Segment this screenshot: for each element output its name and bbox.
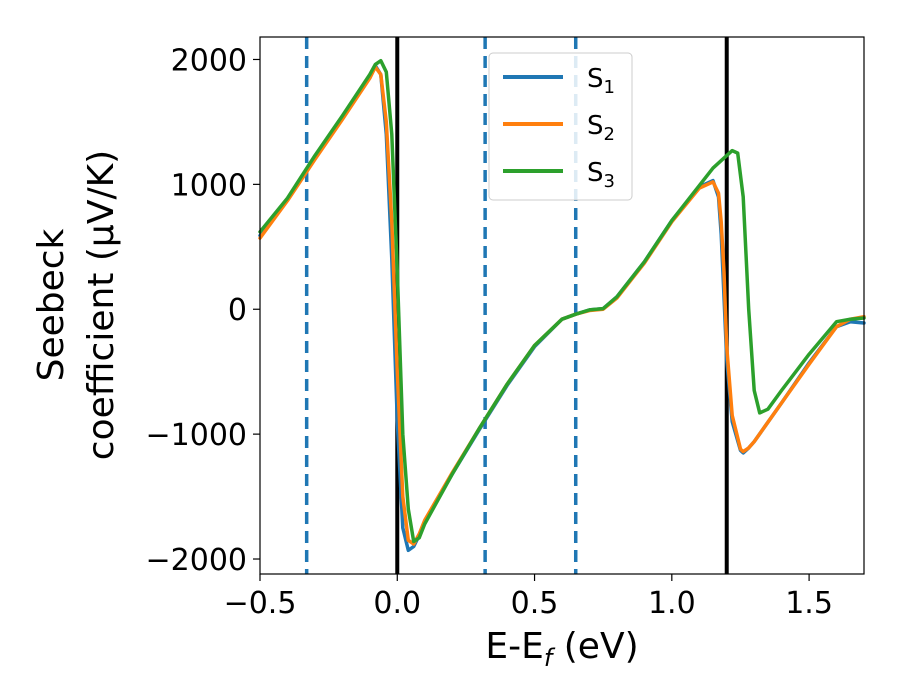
plot-frame xyxy=(259,36,865,575)
x-axis-label: E-Ef (eV) xyxy=(485,626,638,672)
legend-label-s2-sub: 2 xyxy=(604,124,615,145)
legend-label-s1: S1 xyxy=(587,64,615,98)
x-ticks: −0.5 0.0 0.5 1.0 1.5 xyxy=(224,574,833,621)
y-tick-label-0: 2000 xyxy=(171,43,247,78)
legend: S1 S2 S3 xyxy=(488,52,633,201)
x-tick-label-3: 1.0 xyxy=(648,586,696,621)
y-tick-label-2: 0 xyxy=(228,293,247,328)
legend-label-s2-main: S xyxy=(587,111,604,141)
legend-box xyxy=(488,52,633,201)
legend-label-s3-sub: 3 xyxy=(604,171,615,192)
legend-label-s1-main: S xyxy=(587,64,604,94)
series-lines xyxy=(258,58,866,553)
x-tick-label-2: 0.5 xyxy=(511,586,559,621)
series-line-s3 xyxy=(258,58,866,544)
y-tick-label-4: −2000 xyxy=(146,543,247,578)
legend-label-s3: S3 xyxy=(587,158,615,192)
x-tick-label-4: 1.5 xyxy=(785,586,833,621)
y-axis-label-line2: coefficient (μV/K) xyxy=(81,150,122,460)
legend-label-s1-sub: 1 xyxy=(604,77,615,98)
legend-label-s3-main: S xyxy=(587,158,604,188)
y-ticks: 2000 1000 0 −1000 −2000 xyxy=(146,43,260,578)
x-tick-label-1: 0.0 xyxy=(373,586,421,621)
legend-label-s2: S2 xyxy=(587,111,615,145)
y-tick-label-1: 1000 xyxy=(171,168,247,203)
y-axis-label-line1: Seebeck xyxy=(31,228,72,381)
y-tick-label-3: −1000 xyxy=(146,418,247,453)
x-axis-label-unit: (eV) xyxy=(552,626,638,667)
x-axis-label-main: E-E xyxy=(485,626,543,667)
x-tick-label-0: −0.5 xyxy=(224,586,297,621)
